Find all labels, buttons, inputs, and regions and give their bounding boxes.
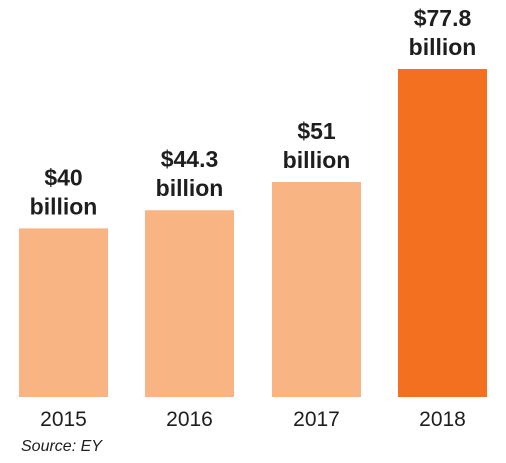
data-label-2016-line-2: billion <box>156 175 224 201</box>
data-label-2017-line-2: billion <box>283 147 351 173</box>
bar-2016 <box>145 210 234 397</box>
x-tick-label-2018: 2018 <box>419 408 466 431</box>
bar-2015 <box>19 228 108 397</box>
data-label-2018-line-2: billion <box>409 34 477 60</box>
data-label-2015-line-1: $40 <box>44 164 82 190</box>
data-label-2015-line-2: billion <box>30 193 98 219</box>
x-tick-label-2016: 2016 <box>166 408 213 431</box>
data-label-2016-line-1: $44.3 <box>161 146 219 172</box>
data-label-2018-line-1: $77.8 <box>414 5 472 31</box>
bar-2017 <box>272 181 361 397</box>
x-tick-label-2017: 2017 <box>293 408 340 431</box>
bar-2018 <box>398 69 487 397</box>
data-label-2017-line-1: $51 <box>297 118 336 144</box>
x-tick-label-2015: 2015 <box>40 408 87 431</box>
source-note: Source: EY <box>21 438 102 455</box>
